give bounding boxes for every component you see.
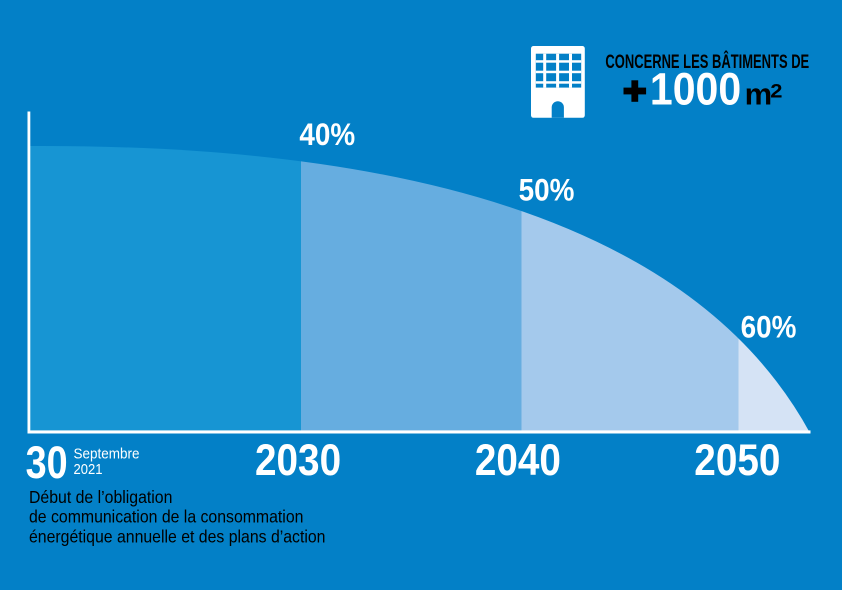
svg-text:50%: 50% [519, 173, 575, 208]
svg-text:40%: 40% [299, 117, 355, 152]
svg-text:énergétique annuelle et des pl: énergétique annuelle et des plans d’acti… [29, 527, 325, 547]
svg-text:2021: 2021 [74, 461, 103, 477]
svg-text:2040: 2040 [475, 434, 561, 484]
svg-text:m: m [745, 76, 773, 111]
svg-text:30: 30 [26, 436, 68, 487]
svg-text:Début de l’obligation: Début de l’obligation [29, 487, 172, 507]
svg-text:2: 2 [770, 80, 782, 102]
svg-text:60%: 60% [741, 310, 797, 345]
svg-text:1000: 1000 [650, 64, 741, 114]
svg-text:Septembre: Septembre [74, 446, 140, 463]
svg-text:de communication de la consomm: de communication de la consommation [29, 507, 303, 527]
svg-text:CONCERNE LES BÂTIMENTS DE: CONCERNE LES BÂTIMENTS DE [605, 50, 809, 72]
svg-text:2030: 2030 [255, 434, 341, 484]
svg-text:2050: 2050 [694, 434, 780, 484]
